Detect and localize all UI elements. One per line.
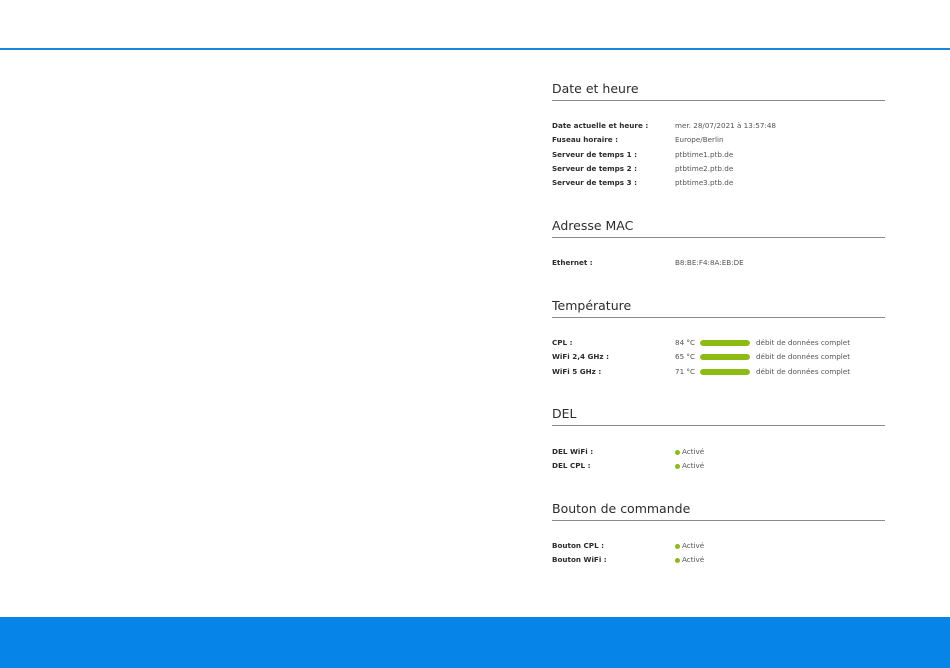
temperature-bar-fill bbox=[700, 368, 750, 375]
row-label: Fuseau horaire : bbox=[552, 135, 618, 145]
status-value: Activé bbox=[682, 461, 705, 471]
section-mac-address: Adresse MAC bbox=[552, 218, 885, 238]
row-value: ptbtime3.ptb.de bbox=[675, 178, 734, 188]
info-row-button-cpl: Bouton CPL : Activé bbox=[552, 541, 885, 555]
status-dot-icon bbox=[675, 464, 680, 470]
footer-band bbox=[0, 617, 950, 668]
temperature-status: débit de données complet bbox=[756, 352, 851, 362]
led-rows: DEL WiFi : Activé DEL CPL : Activé bbox=[552, 447, 885, 476]
temperature-bar-fill bbox=[700, 340, 750, 346]
section-title: DEL bbox=[552, 406, 577, 421]
section-temperature: Température bbox=[552, 298, 885, 318]
temp-row-wifi-5: WiFi 5 GHz : 71 °C débit de données comp… bbox=[552, 367, 885, 381]
temperature-value: 71 °C bbox=[675, 366, 696, 376]
mac-rows: Ethernet : B8:BE:F4:8A:EB:DE bbox=[552, 258, 885, 272]
section-divider bbox=[552, 520, 885, 521]
row-label: Serveur de temps 3 : bbox=[552, 178, 637, 188]
row-label: Bouton CPL : bbox=[552, 541, 605, 550]
section-title: Bouton de commande bbox=[552, 501, 691, 516]
row-label: Serveur de temps 2 : bbox=[552, 163, 637, 173]
temperature-status: débit de données complet bbox=[756, 338, 851, 347]
section-control-button: Bouton de commande bbox=[552, 501, 885, 521]
section-divider bbox=[552, 425, 885, 426]
row-value: Europe/Berlin bbox=[675, 135, 724, 145]
info-row-time-server-3: Serveur de temps 3 : ptbtime3.ptb.de bbox=[552, 178, 885, 192]
temperature-bar bbox=[700, 368, 750, 375]
row-value: mer. 28/07/2021 à 13:57:48 bbox=[675, 121, 776, 130]
info-row-led-wifi: DEL WiFi : Activé bbox=[552, 447, 885, 461]
row-label: Date actuelle et heure : bbox=[552, 121, 649, 130]
temperature-rows: CPL : 84 °C débit de données complet WiF… bbox=[552, 338, 885, 381]
temp-row-wifi-24: WiFi 2,4 GHz : 65 °C débit de données co… bbox=[552, 352, 885, 366]
info-row-current-date: Date actuelle et heure : mer. 28/07/2021… bbox=[552, 121, 885, 135]
section-date-time: Date et heure bbox=[552, 81, 885, 101]
row-label: Ethernet : bbox=[552, 258, 593, 267]
info-row-timezone: Fuseau horaire : Europe/Berlin bbox=[552, 135, 885, 149]
date-time-rows: Date actuelle et heure : mer. 28/07/2021… bbox=[552, 121, 885, 192]
section-divider bbox=[552, 100, 885, 101]
info-row-button-wifi: Bouton WiFi : Activé bbox=[552, 555, 885, 569]
temperature-status: débit de données complet bbox=[756, 366, 851, 376]
info-row-time-server-2: Serveur de temps 2 : ptbtime2.ptb.de bbox=[552, 164, 885, 178]
status-dot-icon bbox=[675, 450, 680, 455]
info-row-led-cpl: DEL CPL : Activé bbox=[552, 461, 885, 475]
section-title: Date et heure bbox=[552, 81, 639, 96]
temperature-bar bbox=[700, 354, 750, 361]
row-label: Serveur de temps 1 : bbox=[552, 149, 637, 159]
row-value: B8:BE:F4:8A:EB:DE bbox=[675, 258, 744, 267]
temp-row-cpl: CPL : 84 °C débit de données complet bbox=[552, 338, 885, 352]
section-divider bbox=[552, 317, 885, 318]
section-title: Adresse MAC bbox=[552, 218, 634, 233]
section-led: DEL bbox=[552, 406, 885, 426]
status-dot-icon bbox=[675, 558, 680, 564]
temperature-value: 65 °C bbox=[675, 352, 696, 362]
info-row-ethernet: Ethernet : B8:BE:F4:8A:EB:DE bbox=[552, 258, 885, 272]
section-title: Température bbox=[552, 298, 632, 313]
status-value: Activé bbox=[682, 555, 705, 565]
status-value: Activé bbox=[682, 541, 705, 550]
info-row-time-server-1: Serveur de temps 1 : ptbtime1.ptb.de bbox=[552, 150, 885, 164]
temperature-value: 84 °C bbox=[675, 338, 696, 347]
row-label: WiFi 2,4 GHz : bbox=[552, 352, 609, 362]
row-value: ptbtime2.ptb.de bbox=[675, 163, 734, 173]
section-divider bbox=[552, 237, 885, 238]
row-value: ptbtime1.ptb.de bbox=[675, 149, 734, 159]
header-rule bbox=[0, 48, 950, 50]
status-dot-icon bbox=[675, 544, 680, 549]
temperature-bar-fill bbox=[700, 354, 750, 361]
row-label: Bouton WiFi : bbox=[552, 555, 607, 565]
row-label: DEL CPL : bbox=[552, 461, 591, 471]
row-label: DEL WiFi : bbox=[552, 447, 594, 456]
button-rows: Bouton CPL : Activé Bouton WiFi : Activé bbox=[552, 541, 885, 570]
status-value: Activé bbox=[682, 447, 705, 456]
row-label: WiFi 5 GHz : bbox=[552, 366, 602, 376]
temperature-bar bbox=[700, 340, 750, 346]
row-label: CPL : bbox=[552, 338, 573, 347]
